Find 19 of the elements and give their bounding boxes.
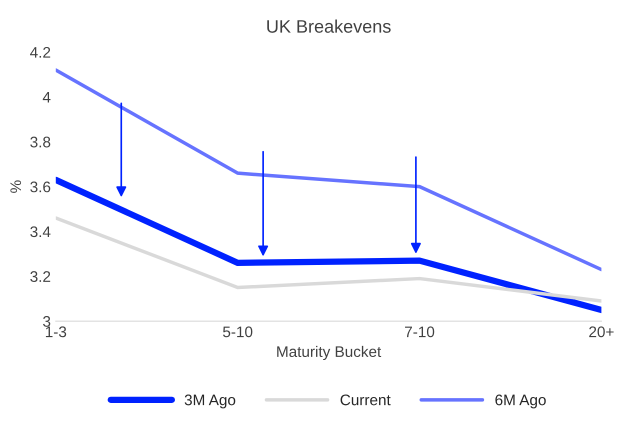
y-tick-label: 3.2 xyxy=(30,271,50,282)
y-axis-title: % xyxy=(10,180,22,193)
x-tick-label: 7-10 xyxy=(405,326,434,338)
legend-label: Current xyxy=(340,394,391,406)
y-tick-label: 3 xyxy=(43,316,50,327)
line-series xyxy=(56,68,602,272)
chart-title: UK Breakevens xyxy=(267,20,391,33)
x-tick-label: 20+ xyxy=(589,326,614,338)
legend-label: 3M Ago xyxy=(184,394,236,408)
x-tick-label: 5-10 xyxy=(222,326,252,338)
y-tick-label: 4 xyxy=(42,92,50,102)
y-tick-label: 3.4 xyxy=(30,226,50,238)
x-tick-label: 1-3 xyxy=(46,326,66,338)
line-series xyxy=(56,216,602,303)
y-tick-label: 3.6 xyxy=(30,181,50,192)
legend-label: 6M Ago xyxy=(495,394,546,408)
y-tick-label: 4.2 xyxy=(30,46,50,58)
x-axis-title: Maturity Bucket xyxy=(277,346,382,360)
y-tick-label: 3.8 xyxy=(30,136,50,148)
